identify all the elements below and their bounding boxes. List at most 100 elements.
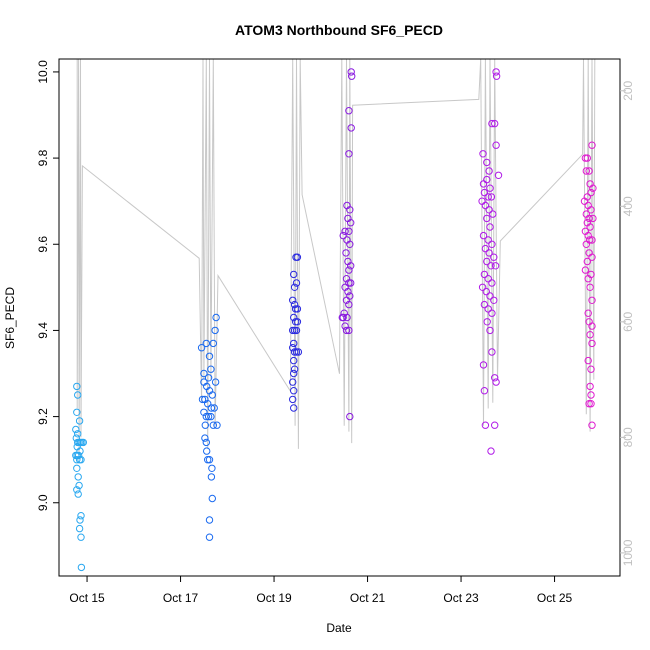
data-point	[79, 438, 88, 447]
data-point	[486, 292, 494, 300]
data-point	[589, 184, 597, 192]
data-point	[347, 279, 355, 287]
y-tick-label: 10.0	[36, 60, 50, 84]
y-axis-label: SF6_PECD	[3, 287, 17, 349]
y-tick-label: 9.2	[36, 408, 50, 425]
data-point	[486, 326, 494, 335]
data-point	[491, 421, 499, 429]
data-point	[290, 339, 298, 348]
data-point	[73, 456, 81, 464]
data-point	[339, 231, 347, 240]
data-point	[585, 214, 593, 223]
y-tick-label: 9.8	[36, 149, 50, 166]
x-tick-label: Oct 15	[69, 591, 105, 605]
y-tick-label: 9.4	[36, 322, 50, 339]
data-point	[586, 283, 594, 291]
data-point	[485, 167, 493, 175]
data-point	[479, 361, 488, 369]
data-point	[583, 257, 591, 266]
data-point	[488, 240, 496, 249]
data-point	[580, 197, 589, 205]
data-point	[204, 374, 213, 382]
data-point	[584, 309, 592, 317]
right-tick-label: 800	[621, 427, 635, 447]
data-point	[487, 262, 495, 270]
data-point	[494, 171, 503, 180]
data-point	[211, 378, 220, 386]
data-point	[347, 124, 355, 132]
plot-frame	[58, 58, 621, 577]
data-point	[201, 434, 209, 442]
data-point	[76, 516, 84, 524]
data-point	[488, 348, 496, 356]
data-point	[208, 391, 217, 399]
right-tick-label: 200	[621, 80, 635, 100]
y-axis: 9.0 9.2 9.4 9.6 9.8 10.0	[36, 60, 59, 511]
series-5	[478, 68, 503, 455]
data-point	[483, 158, 491, 167]
data-point	[484, 193, 492, 201]
data-point	[203, 447, 211, 455]
data-point	[342, 275, 351, 283]
x-tick-label: Oct 17	[163, 591, 199, 605]
data-point	[290, 270, 298, 279]
data-point	[74, 473, 82, 481]
series-6	[580, 141, 597, 429]
data-point	[75, 524, 84, 533]
data-point	[292, 348, 301, 356]
data-point	[200, 408, 208, 416]
data-point	[584, 231, 592, 240]
data-point	[346, 206, 354, 214]
data-point	[202, 438, 211, 447]
data-point	[490, 296, 498, 304]
data-point	[289, 296, 297, 304]
data-point	[346, 412, 354, 421]
data-point	[73, 382, 81, 391]
series-2	[197, 313, 221, 541]
data-point	[293, 305, 302, 313]
data-point	[491, 119, 499, 128]
data-point	[289, 344, 297, 352]
y-tick-label: 9.0	[36, 494, 50, 511]
right-tick-label: 400	[621, 196, 635, 216]
data-point	[488, 279, 496, 287]
data-point	[488, 309, 496, 317]
data-point	[197, 344, 206, 352]
x-axis-label: Date	[326, 621, 352, 635]
data-point	[585, 167, 593, 175]
data-point	[345, 107, 353, 115]
points-layer	[72, 68, 597, 572]
data-point	[582, 240, 590, 249]
data-point	[292, 279, 301, 287]
data-point	[293, 318, 302, 326]
data-point	[478, 283, 487, 291]
right-axis: 200 400 600 800 1000	[620, 80, 635, 566]
data-point	[292, 326, 301, 335]
data-point	[289, 395, 297, 404]
data-point	[208, 464, 216, 472]
data-point	[588, 339, 596, 348]
trace-line	[76, 58, 596, 455]
data-point	[588, 322, 596, 330]
data-point	[207, 412, 215, 421]
data-point	[294, 348, 303, 356]
data-point	[342, 296, 351, 304]
data-point	[74, 430, 82, 438]
data-point	[483, 214, 491, 223]
data-point	[483, 318, 491, 326]
data-point	[77, 456, 85, 464]
data-point	[345, 150, 353, 158]
data-point	[208, 494, 217, 503]
data-point	[492, 72, 501, 80]
data-point	[210, 404, 218, 412]
data-point	[585, 400, 593, 408]
data-point	[484, 275, 492, 283]
data-point	[588, 236, 596, 244]
data-point	[486, 223, 494, 231]
data-point	[490, 253, 498, 261]
right-tick-label: 600	[621, 312, 635, 332]
data-point	[481, 421, 490, 429]
data-point	[587, 206, 595, 214]
data-point	[489, 210, 497, 218]
data-point	[289, 378, 297, 386]
